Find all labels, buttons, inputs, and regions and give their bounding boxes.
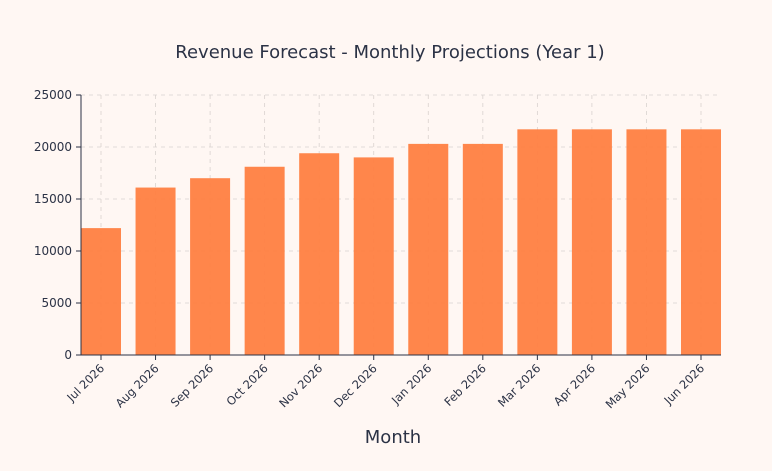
x-tick-label: Mar 2026 <box>495 361 544 410</box>
bars-layer <box>81 129 721 355</box>
y-ticks-layer: 0 5000 10000 15000 20000 25000 <box>34 88 81 362</box>
bar-may-2026 <box>626 129 667 355</box>
grid-layer <box>81 94 721 356</box>
bar-nov-2026 <box>299 153 340 355</box>
x-tick-label: Nov 2026 <box>276 361 325 410</box>
y-tick-label: 15000 <box>34 192 72 206</box>
bar-apr-2026 <box>571 129 612 355</box>
x-axis-label: Month <box>365 427 421 448</box>
x-tick-label: Dec 2026 <box>331 361 380 410</box>
bar-oct-2026 <box>244 166 285 355</box>
bar-mar-2026 <box>517 129 558 355</box>
x-tick-label: Jul 2026 <box>63 361 107 405</box>
chart-title: Revenue Forecast - Monthly Projections (… <box>175 42 604 63</box>
bar-jan-2026 <box>408 143 449 355</box>
y-tick-label: 0 <box>64 348 72 362</box>
x-tick-label: May 2026 <box>603 361 653 411</box>
bar-feb-2026 <box>462 143 503 355</box>
x-tick-label: Sep 2026 <box>168 361 217 410</box>
x-tick-label: Oct 2026 <box>224 361 271 408</box>
bar-jun-2026 <box>681 129 721 355</box>
x-tick-label: Jun 2026 <box>661 361 708 408</box>
x-ticks-layer: Jul 2026 Aug 2026 Sep 2026 Oct 2026 Nov 2026… <box>63 355 707 411</box>
y-tick-label: 10000 <box>34 244 72 258</box>
bar-dec-2026 <box>353 157 394 355</box>
x-tick-label: Jan 2026 <box>388 361 434 407</box>
axes-layer <box>80 95 721 356</box>
y-tick-label: 20000 <box>34 140 72 154</box>
x-tick-label: Apr 2026 <box>551 361 598 408</box>
bar-sep-2026 <box>190 178 231 355</box>
y-tick-label: 25000 <box>34 88 72 102</box>
y-tick-label: 5000 <box>41 296 72 310</box>
bar-aug-2026 <box>135 187 176 355</box>
bar-jul-2026 <box>81 228 121 355</box>
x-tick-label: Feb 2026 <box>441 361 489 409</box>
x-tick-label: Aug 2026 <box>113 361 162 410</box>
